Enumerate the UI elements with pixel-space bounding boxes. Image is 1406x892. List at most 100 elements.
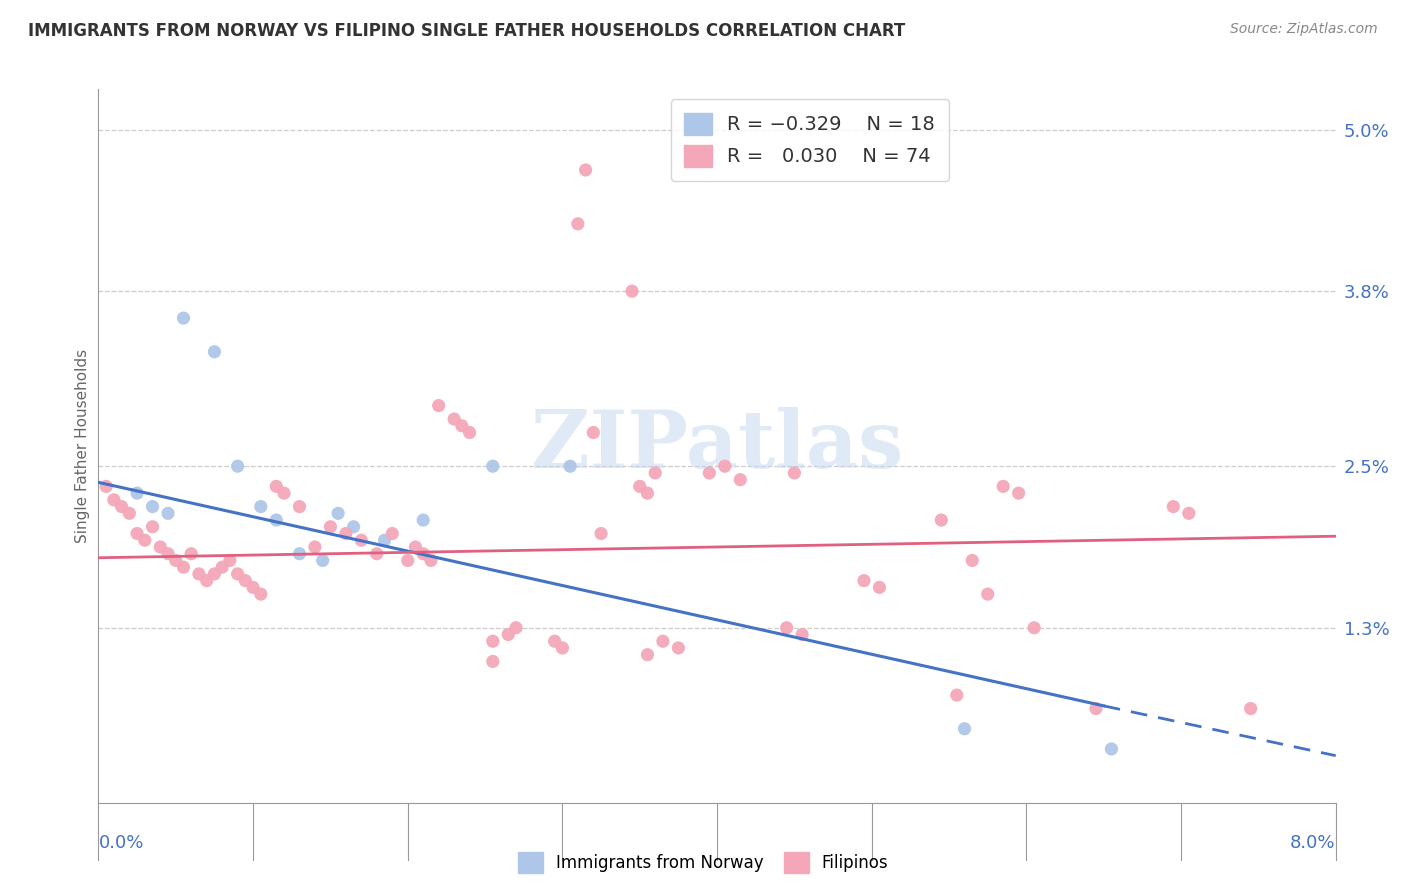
- Point: [226, 566, 249, 581]
- Point: [250, 500, 273, 514]
- Text: Source: ZipAtlas.com: Source: ZipAtlas.com: [1230, 22, 1378, 37]
- Point: [235, 574, 257, 588]
- Point: [195, 574, 218, 588]
- Point: [127, 486, 149, 500]
- Point: [304, 540, 326, 554]
- Point: [204, 344, 226, 359]
- Point: [783, 466, 806, 480]
- Point: [575, 163, 598, 178]
- Y-axis label: Single Father Households: Single Father Households: [75, 349, 90, 543]
- Point: [505, 621, 527, 635]
- Point: [993, 479, 1015, 493]
- Point: [326, 506, 350, 520]
- Point: [481, 459, 505, 474]
- Point: [127, 526, 149, 541]
- Point: [157, 506, 180, 520]
- Point: [628, 479, 651, 493]
- Point: [141, 500, 165, 514]
- Point: [1085, 701, 1108, 715]
- Point: [714, 459, 737, 474]
- Point: [481, 634, 505, 648]
- Point: [141, 520, 165, 534]
- Text: IMMIGRANTS FROM NORWAY VS FILIPINO SINGLE FATHER HOUSEHOLDS CORRELATION CHART: IMMIGRANTS FROM NORWAY VS FILIPINO SINGL…: [28, 22, 905, 40]
- Point: [962, 553, 984, 567]
- Point: [976, 587, 998, 601]
- Point: [560, 459, 582, 474]
- Point: [945, 688, 967, 702]
- Point: [652, 634, 675, 648]
- Point: [730, 473, 752, 487]
- Point: [443, 412, 465, 426]
- Point: [637, 486, 659, 500]
- Point: [668, 640, 690, 655]
- Point: [366, 547, 388, 561]
- Point: [1178, 506, 1201, 520]
- Point: [118, 506, 141, 520]
- Point: [204, 566, 226, 581]
- Point: [621, 284, 644, 298]
- Point: [111, 500, 134, 514]
- Point: [458, 425, 481, 440]
- Point: [157, 547, 180, 561]
- Point: [1099, 742, 1122, 756]
- Point: [335, 526, 357, 541]
- Point: [180, 547, 202, 561]
- Point: [790, 627, 813, 641]
- Text: 8.0%: 8.0%: [1291, 834, 1336, 852]
- Point: [543, 634, 565, 648]
- Point: [173, 311, 195, 326]
- Point: [405, 540, 427, 554]
- Point: [1007, 486, 1029, 500]
- Point: [96, 479, 118, 493]
- Point: [451, 418, 474, 433]
- Point: [264, 479, 288, 493]
- Point: [637, 648, 659, 662]
- Point: [250, 587, 273, 601]
- Point: [420, 553, 443, 567]
- Point: [498, 627, 520, 641]
- Point: [188, 566, 211, 581]
- Legend: Immigrants from Norway, Filipinos: Immigrants from Norway, Filipinos: [510, 846, 896, 880]
- Text: ZIPatlas: ZIPatlas: [531, 407, 903, 485]
- Point: [776, 621, 799, 635]
- Point: [264, 513, 288, 527]
- Point: [319, 520, 342, 534]
- Point: [396, 553, 419, 567]
- Point: [273, 486, 295, 500]
- Point: [1024, 621, 1046, 635]
- Point: [953, 722, 976, 736]
- Point: [852, 574, 875, 588]
- Point: [173, 560, 195, 574]
- Point: [219, 553, 242, 567]
- Legend: R = −0.329    N = 18, R =   0.030    N = 74: R = −0.329 N = 18, R = 0.030 N = 74: [671, 99, 949, 181]
- Point: [1240, 701, 1263, 715]
- Point: [211, 560, 233, 574]
- Point: [226, 459, 249, 474]
- Point: [165, 553, 187, 567]
- Text: 0.0%: 0.0%: [98, 834, 143, 852]
- Point: [591, 526, 613, 541]
- Point: [582, 425, 605, 440]
- Point: [134, 533, 156, 548]
- Point: [481, 655, 505, 669]
- Point: [288, 500, 311, 514]
- Point: [567, 217, 589, 231]
- Point: [381, 526, 404, 541]
- Point: [931, 513, 953, 527]
- Point: [149, 540, 172, 554]
- Point: [412, 547, 434, 561]
- Point: [242, 580, 264, 594]
- Point: [350, 533, 373, 548]
- Point: [1161, 500, 1184, 514]
- Point: [551, 640, 574, 655]
- Point: [644, 466, 666, 480]
- Point: [374, 533, 396, 548]
- Point: [288, 547, 311, 561]
- Point: [699, 466, 721, 480]
- Point: [412, 513, 434, 527]
- Point: [343, 520, 366, 534]
- Point: [312, 553, 335, 567]
- Point: [427, 399, 450, 413]
- Point: [869, 580, 891, 594]
- Point: [103, 492, 125, 507]
